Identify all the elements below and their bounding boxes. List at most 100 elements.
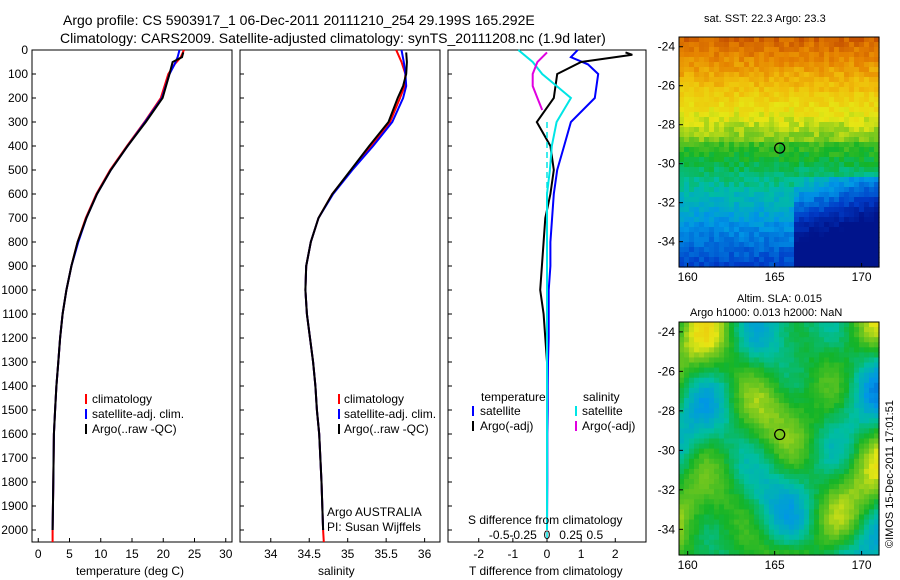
map-cell bbox=[704, 453, 710, 460]
map-cell bbox=[794, 458, 800, 465]
map-cell bbox=[784, 82, 790, 88]
map-cell bbox=[824, 102, 830, 108]
map-cell bbox=[679, 252, 685, 258]
map-cell bbox=[784, 428, 790, 435]
map-cell bbox=[689, 413, 695, 419]
map-cell bbox=[854, 367, 860, 374]
map-cell bbox=[874, 347, 880, 353]
map-cell bbox=[809, 413, 815, 419]
map-cell bbox=[859, 322, 865, 328]
legend-salinity-title: salinity bbox=[583, 390, 620, 404]
map-cell bbox=[729, 362, 735, 369]
map-cell bbox=[814, 47, 820, 53]
map-cell bbox=[809, 534, 815, 541]
map-cell bbox=[759, 252, 765, 258]
legend-temperature-title: temperature bbox=[481, 390, 546, 404]
map-cell bbox=[779, 152, 785, 158]
map-cell bbox=[864, 162, 870, 168]
map-cell bbox=[824, 257, 830, 263]
map-cell bbox=[779, 67, 785, 73]
map-cell bbox=[849, 87, 855, 93]
map-cell bbox=[824, 152, 830, 158]
map-cell bbox=[709, 332, 715, 338]
map-cell bbox=[794, 408, 800, 414]
map-cell bbox=[854, 127, 860, 133]
map-cell bbox=[859, 102, 865, 108]
map-cell bbox=[844, 342, 850, 348]
map-cell bbox=[714, 72, 720, 78]
map-cell bbox=[744, 438, 750, 445]
map-cell bbox=[774, 172, 780, 178]
map-cell bbox=[709, 347, 715, 353]
map-cell bbox=[789, 382, 795, 389]
map-cell bbox=[834, 247, 840, 253]
map-cell bbox=[719, 509, 725, 516]
map-cell bbox=[864, 494, 870, 500]
map-cell bbox=[769, 187, 775, 193]
map-cell bbox=[709, 544, 715, 551]
map-cell bbox=[759, 413, 765, 419]
map-cell bbox=[744, 172, 750, 178]
map-cell bbox=[769, 222, 775, 228]
map-cell bbox=[684, 132, 690, 138]
map-cell bbox=[784, 544, 790, 551]
map-cell bbox=[799, 187, 805, 193]
map-cell bbox=[709, 473, 715, 480]
map-cell bbox=[744, 514, 750, 521]
map-cell bbox=[704, 232, 710, 238]
map-cell bbox=[814, 82, 820, 88]
t-diff-tick-label: 0 bbox=[544, 547, 551, 561]
map-cell bbox=[764, 327, 770, 333]
map-cell bbox=[724, 237, 730, 243]
map-cell bbox=[744, 62, 750, 68]
map-cell bbox=[724, 453, 730, 460]
map-cell bbox=[809, 418, 815, 424]
map-cell bbox=[694, 142, 700, 148]
map-cell bbox=[684, 242, 690, 248]
map-cell bbox=[719, 504, 725, 511]
map-cell bbox=[834, 137, 840, 143]
map-cell bbox=[764, 337, 770, 343]
map-cell bbox=[849, 377, 855, 384]
map-cell bbox=[834, 212, 840, 218]
map-cell bbox=[824, 167, 830, 173]
map-cell bbox=[754, 192, 760, 198]
map-cell bbox=[819, 332, 825, 338]
map-cell bbox=[694, 252, 700, 258]
map-cell bbox=[864, 67, 870, 73]
map-cell bbox=[769, 367, 775, 374]
map-cell bbox=[814, 257, 820, 263]
map-cell bbox=[784, 122, 790, 128]
map-cell bbox=[699, 62, 705, 68]
map-cell bbox=[764, 122, 770, 128]
map-cell bbox=[714, 147, 720, 153]
map-cell bbox=[774, 433, 780, 440]
map-cell bbox=[869, 227, 875, 233]
map-cell bbox=[824, 177, 830, 183]
map-cell bbox=[864, 408, 870, 414]
map-cell bbox=[729, 132, 735, 138]
map-cell bbox=[874, 494, 880, 500]
map-cell bbox=[869, 157, 875, 163]
map-cell bbox=[744, 453, 750, 460]
map-cell bbox=[819, 494, 825, 500]
map-cell bbox=[684, 413, 690, 419]
map-cell bbox=[799, 479, 805, 485]
map-cell bbox=[839, 433, 845, 440]
map-cell bbox=[864, 443, 870, 450]
map-cell bbox=[789, 494, 795, 500]
map-cell bbox=[759, 67, 765, 73]
map-cell bbox=[689, 97, 695, 103]
map-cell bbox=[824, 192, 830, 198]
map-cell bbox=[714, 177, 720, 183]
map-cell bbox=[704, 222, 710, 228]
map-cell bbox=[759, 47, 765, 53]
map-cell bbox=[734, 484, 740, 490]
map-cell bbox=[779, 322, 785, 328]
map-cell bbox=[799, 453, 805, 460]
map-cell bbox=[754, 92, 760, 98]
map-cell bbox=[814, 227, 820, 233]
map-cell bbox=[689, 539, 695, 546]
map-cell bbox=[784, 484, 790, 490]
map-cell bbox=[819, 362, 825, 369]
